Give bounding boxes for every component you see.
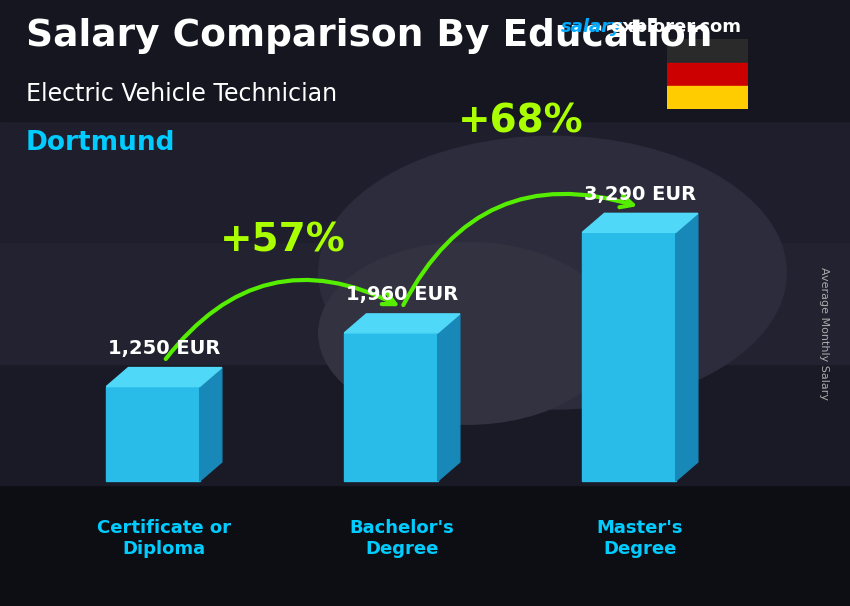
Bar	[0, 121, 850, 242]
Bar	[0, 485, 850, 606]
Polygon shape	[438, 314, 460, 481]
Bar	[0, 242, 850, 364]
Ellipse shape	[319, 242, 616, 424]
Polygon shape	[106, 367, 222, 387]
Text: 1,960 EUR: 1,960 EUR	[346, 285, 458, 304]
Text: 3,290 EUR: 3,290 EUR	[584, 185, 696, 204]
Text: Bachelor's
Degree: Bachelor's Degree	[349, 519, 455, 558]
Polygon shape	[676, 213, 698, 481]
Text: +57%: +57%	[220, 222, 346, 260]
Bar	[0, 0, 850, 121]
Ellipse shape	[319, 136, 786, 409]
Text: Certificate or
Diploma: Certificate or Diploma	[97, 519, 231, 558]
Text: Dortmund: Dortmund	[26, 130, 175, 156]
Text: Master's
Degree: Master's Degree	[597, 519, 683, 558]
Text: Electric Vehicle Technician: Electric Vehicle Technician	[26, 82, 337, 106]
Text: Average Monthly Salary: Average Monthly Salary	[819, 267, 829, 400]
Bar	[106, 387, 200, 481]
Text: explorer.com: explorer.com	[610, 18, 741, 36]
Bar	[0, 364, 850, 485]
Text: +68%: +68%	[458, 102, 584, 141]
Bar	[667, 62, 748, 86]
Bar	[582, 232, 676, 481]
Polygon shape	[582, 213, 698, 232]
Bar	[667, 86, 748, 109]
Bar	[344, 333, 438, 481]
Text: 1,250 EUR: 1,250 EUR	[108, 339, 220, 358]
Text: salary: salary	[561, 18, 623, 36]
Text: Salary Comparison By Education: Salary Comparison By Education	[26, 18, 711, 54]
Bar	[667, 39, 748, 62]
Polygon shape	[344, 314, 460, 333]
Polygon shape	[200, 367, 222, 481]
